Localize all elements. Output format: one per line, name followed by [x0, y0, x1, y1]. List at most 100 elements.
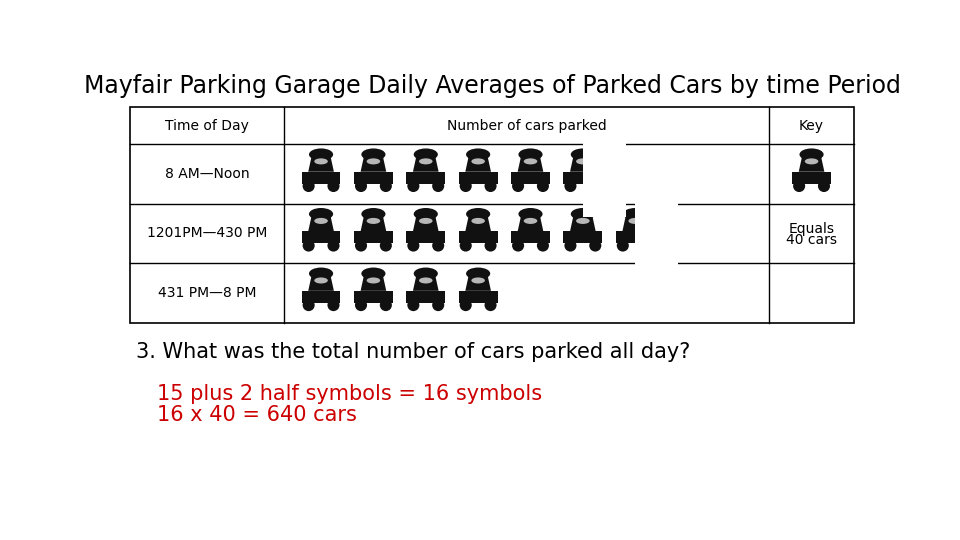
- Circle shape: [537, 180, 549, 192]
- Ellipse shape: [419, 158, 433, 164]
- Bar: [583, 131, 626, 217]
- Polygon shape: [413, 154, 439, 172]
- Ellipse shape: [314, 158, 328, 164]
- Ellipse shape: [367, 218, 380, 224]
- Bar: [354, 172, 393, 184]
- Circle shape: [355, 180, 367, 192]
- Bar: [301, 291, 341, 303]
- Polygon shape: [361, 274, 386, 291]
- Text: 40 cars: 40 cars: [786, 233, 837, 247]
- Ellipse shape: [309, 267, 333, 280]
- Circle shape: [485, 299, 496, 311]
- Ellipse shape: [309, 208, 333, 220]
- Circle shape: [589, 240, 601, 252]
- Circle shape: [302, 180, 315, 192]
- Polygon shape: [570, 214, 596, 231]
- Ellipse shape: [466, 208, 491, 220]
- Circle shape: [380, 299, 392, 311]
- Circle shape: [537, 240, 549, 252]
- Circle shape: [616, 240, 629, 252]
- Text: 1201PM—430 PM: 1201PM—430 PM: [147, 226, 267, 240]
- Ellipse shape: [414, 267, 438, 280]
- Ellipse shape: [466, 148, 491, 160]
- Bar: [459, 291, 497, 303]
- Polygon shape: [361, 214, 386, 231]
- Ellipse shape: [576, 218, 589, 224]
- Bar: [511, 231, 550, 243]
- Bar: [354, 291, 393, 303]
- Polygon shape: [466, 154, 491, 172]
- Ellipse shape: [419, 278, 433, 284]
- Circle shape: [485, 240, 496, 252]
- Ellipse shape: [471, 218, 485, 224]
- Circle shape: [818, 180, 830, 192]
- Polygon shape: [413, 274, 439, 291]
- Text: 3. What was the total number of cars parked all day?: 3. What was the total number of cars par…: [136, 342, 690, 362]
- Ellipse shape: [314, 278, 328, 284]
- Bar: [131, 107, 853, 323]
- Ellipse shape: [518, 148, 542, 160]
- Text: 15 plus 2 half symbols = 16 symbols: 15 plus 2 half symbols = 16 symbols: [157, 384, 542, 404]
- Bar: [636, 190, 679, 276]
- Circle shape: [327, 299, 340, 311]
- Bar: [354, 231, 393, 243]
- Ellipse shape: [361, 148, 386, 160]
- Circle shape: [564, 240, 576, 252]
- Polygon shape: [308, 154, 334, 172]
- Ellipse shape: [471, 158, 485, 164]
- Ellipse shape: [629, 218, 642, 224]
- Ellipse shape: [361, 267, 386, 280]
- Polygon shape: [466, 214, 491, 231]
- Bar: [406, 291, 445, 303]
- Circle shape: [432, 180, 444, 192]
- Circle shape: [512, 180, 524, 192]
- Text: Equals: Equals: [788, 222, 834, 236]
- Circle shape: [460, 240, 471, 252]
- Ellipse shape: [367, 278, 380, 284]
- Ellipse shape: [414, 208, 438, 220]
- Text: 8 AM—Noon: 8 AM—Noon: [165, 167, 250, 181]
- Text: Number of cars parked: Number of cars parked: [446, 119, 607, 133]
- Circle shape: [460, 180, 471, 192]
- Ellipse shape: [518, 208, 542, 220]
- Bar: [406, 172, 445, 184]
- Bar: [615, 231, 655, 243]
- Circle shape: [302, 299, 315, 311]
- Ellipse shape: [471, 278, 485, 284]
- Ellipse shape: [414, 148, 438, 160]
- Circle shape: [564, 180, 576, 192]
- Circle shape: [432, 299, 444, 311]
- Text: Time of Day: Time of Day: [165, 119, 249, 133]
- Circle shape: [460, 299, 471, 311]
- Circle shape: [485, 180, 496, 192]
- Ellipse shape: [367, 158, 380, 164]
- Text: 431 PM—8 PM: 431 PM—8 PM: [157, 286, 256, 300]
- Polygon shape: [361, 154, 386, 172]
- Polygon shape: [517, 154, 543, 172]
- Circle shape: [407, 180, 420, 192]
- Circle shape: [407, 240, 420, 252]
- Bar: [564, 231, 602, 243]
- Ellipse shape: [571, 148, 595, 160]
- Ellipse shape: [419, 218, 433, 224]
- Ellipse shape: [623, 208, 647, 220]
- Ellipse shape: [800, 148, 824, 160]
- Bar: [301, 172, 341, 184]
- Polygon shape: [413, 214, 439, 231]
- Ellipse shape: [361, 208, 386, 220]
- Bar: [792, 172, 831, 184]
- Bar: [459, 231, 497, 243]
- Polygon shape: [308, 214, 334, 231]
- Bar: [511, 172, 550, 184]
- Circle shape: [302, 240, 315, 252]
- Circle shape: [512, 240, 524, 252]
- Ellipse shape: [804, 158, 818, 164]
- Circle shape: [355, 240, 367, 252]
- Bar: [406, 231, 445, 243]
- Text: Key: Key: [799, 119, 824, 133]
- Bar: [459, 172, 497, 184]
- Bar: [301, 231, 341, 243]
- Circle shape: [432, 240, 444, 252]
- Circle shape: [327, 180, 340, 192]
- Circle shape: [355, 299, 367, 311]
